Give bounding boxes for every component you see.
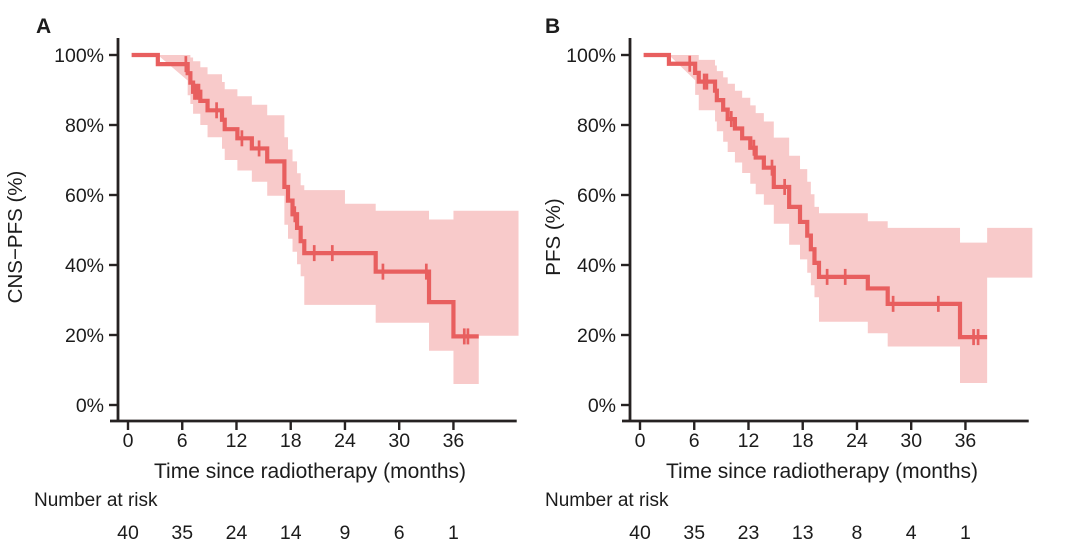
y-tick-label: 20% [577,325,616,347]
risk-count: 13 [792,522,814,544]
y-tick-label: 100% [566,45,616,67]
risk-count: 6 [394,522,405,544]
risk-count: 35 [171,522,193,544]
x-tick-label: 6 [689,430,700,452]
y-tick-label: 0% [76,395,104,417]
x-tick-label: 18 [792,430,814,452]
x-tick-label: 24 [846,430,868,452]
x-tick-label: 36 [955,430,977,452]
panel-b-y-axis-label: PFS (%) [542,198,565,275]
x-tick-label: 30 [388,430,410,452]
x-tick-label: 12 [738,430,760,452]
x-tick-label: 36 [443,430,465,452]
x-tick-label: 6 [177,430,188,452]
risk-count: 35 [683,522,705,544]
risk-count: 14 [280,522,302,544]
y-tick-label: 20% [65,325,104,347]
risk-count: 40 [117,522,139,544]
y-tick-label: 40% [65,255,104,277]
panel-a-x-axis-label: Time since radiotherapy (months) [154,460,466,483]
panel-b-label: B [545,15,560,38]
survival-curve [643,52,988,340]
y-tick-label: 40% [577,255,616,277]
panel-b-plot: 100% 80% 60% 40% 20% 0% 0 40 6 35 12 23 18 13 24 8 30 4 36… [566,38,1033,544]
x-tick-label: 30 [900,430,922,452]
risk-count: 1 [448,522,459,544]
risk-count: 1 [960,522,971,544]
panel-b-x-axis-label: Time since radiotherapy (months) [666,460,978,483]
panel-a-label: A [36,15,51,38]
y-tick-label: 60% [65,185,104,207]
y-tick-label: 100% [54,45,104,67]
risk-count: 24 [226,522,248,544]
panel-b-risk-label: Number at risk [545,490,669,511]
risk-count: 23 [738,522,760,544]
y-tick-label: 80% [577,115,616,137]
x-tick-label: 12 [226,430,248,452]
panel-a-y-axis-label: CNS−PFS (%) [4,171,27,304]
x-tick-label: 0 [123,430,134,452]
panel-a-plot: 100% 80% 60% 40% 20% 0% 0 40 6 35 12 24 18 14 24 9 30 6 36… [54,38,519,544]
panel-a-risk-label: Number at risk [34,490,158,511]
panel-a: A CNS−PFS (%) 100%80%60%40%20%0%04063512… [4,15,519,544]
confidence-band [668,55,1033,383]
risk-count: 40 [629,522,651,544]
x-tick-label: 18 [280,430,302,452]
panel-b: B PFS (%) 100%80%60%40%20%0%040635122318… [542,15,1033,544]
risk-count: 9 [340,522,351,544]
risk-count: 4 [906,522,917,544]
y-tick-label: 60% [577,185,616,207]
x-tick-label: 24 [334,430,356,452]
y-tick-label: 0% [588,395,616,417]
y-tick-label: 80% [65,115,104,137]
x-tick-label: 0 [635,430,646,452]
risk-count: 8 [852,522,863,544]
